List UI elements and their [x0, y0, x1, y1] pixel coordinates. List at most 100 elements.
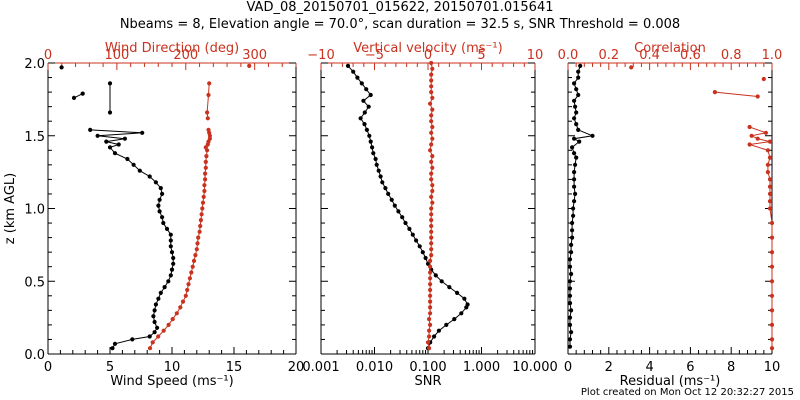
data-point: [429, 241, 434, 246]
data-point: [572, 184, 577, 189]
data-point: [571, 206, 576, 211]
data-point: [769, 322, 775, 327]
data-point: [428, 264, 433, 269]
data-point: [570, 228, 575, 233]
data-point: [206, 127, 211, 132]
x-axis-label: SNR: [414, 374, 441, 389]
data-point: [162, 285, 167, 290]
data-point: [429, 171, 434, 176]
data-point: [71, 95, 77, 100]
series-line: [206, 83, 210, 119]
data-point: [436, 328, 441, 333]
data-point: [152, 308, 157, 313]
series-group: [567, 63, 775, 351]
x-tick-label: 8: [727, 360, 735, 375]
data-point: [194, 247, 199, 252]
data-point: [569, 308, 574, 313]
data-point: [574, 110, 579, 115]
data-point: [410, 232, 415, 237]
data-point: [429, 223, 434, 229]
data-point: [373, 156, 378, 162]
data-point: [430, 124, 435, 130]
data-point: [462, 296, 467, 301]
data-point: [569, 242, 574, 247]
data-point: [429, 206, 434, 211]
data-point: [374, 162, 379, 167]
data-point: [567, 257, 573, 262]
data-point: [205, 116, 210, 121]
data-point: [767, 199, 773, 204]
data-point: [569, 330, 574, 335]
top-axis-label: Wind Direction (deg): [105, 41, 239, 56]
data-point: [161, 328, 166, 333]
data-point: [755, 94, 760, 99]
data-point: [573, 162, 578, 167]
data-point: [749, 133, 754, 138]
data-point: [567, 279, 573, 284]
data-point: [186, 282, 191, 287]
x-tick-label: 4: [645, 360, 653, 375]
series-line: [569, 65, 595, 347]
data-point: [769, 279, 775, 284]
data-point: [769, 337, 775, 342]
data-point: [205, 110, 210, 115]
data-point: [403, 220, 408, 226]
data-point: [459, 311, 464, 316]
data-point: [362, 110, 367, 115]
data-point: [191, 258, 197, 263]
data-point: [158, 186, 163, 191]
data-point: [383, 186, 388, 191]
top-tick-label: 0: [44, 48, 52, 63]
data-point: [574, 155, 579, 160]
data-point: [428, 311, 433, 316]
top-tick-label: 10: [527, 48, 544, 63]
data-point: [392, 203, 397, 208]
y-tick-label: 2.0: [24, 57, 45, 72]
data-point: [769, 250, 775, 255]
data-point: [202, 188, 207, 194]
data-point: [201, 194, 206, 199]
data-point: [769, 346, 775, 351]
data-point: [80, 91, 85, 96]
data-point: [428, 258, 433, 263]
data-point: [569, 271, 574, 277]
data-point: [571, 213, 576, 218]
data-point: [166, 322, 171, 327]
data-point: [747, 142, 752, 147]
data-point: [574, 87, 579, 92]
data-point: [203, 159, 208, 164]
x-tick-label: 2: [605, 360, 613, 375]
data-point: [160, 215, 165, 220]
data-point: [428, 299, 433, 304]
data-point: [116, 142, 121, 147]
data-point: [198, 223, 203, 229]
data-point: [386, 191, 391, 196]
x-tick-label: 5: [106, 360, 114, 375]
data-point: [428, 287, 433, 293]
data-point: [368, 139, 373, 144]
data-point: [428, 305, 433, 310]
series-line: [90, 129, 174, 349]
data-point: [88, 127, 93, 132]
data-point: [429, 130, 434, 135]
data-point: [570, 220, 575, 226]
data-point: [407, 226, 412, 231]
data-point: [430, 183, 435, 188]
data-point: [765, 170, 771, 175]
y-tick-label: 0.0: [24, 348, 45, 363]
data-point: [420, 250, 425, 255]
data-point: [153, 180, 158, 185]
data-point: [567, 344, 573, 349]
data-point: [572, 177, 577, 182]
x-tick-label: 1.000: [463, 360, 500, 375]
data-point: [166, 279, 171, 284]
data-point: [168, 273, 173, 278]
data-point: [195, 241, 200, 246]
data-point: [428, 282, 433, 287]
data-point: [429, 90, 434, 95]
data-point: [567, 293, 573, 298]
y-tick-label: 1.0: [24, 203, 45, 218]
data-point: [171, 255, 176, 261]
top-tick-label: 0.4: [639, 48, 660, 63]
